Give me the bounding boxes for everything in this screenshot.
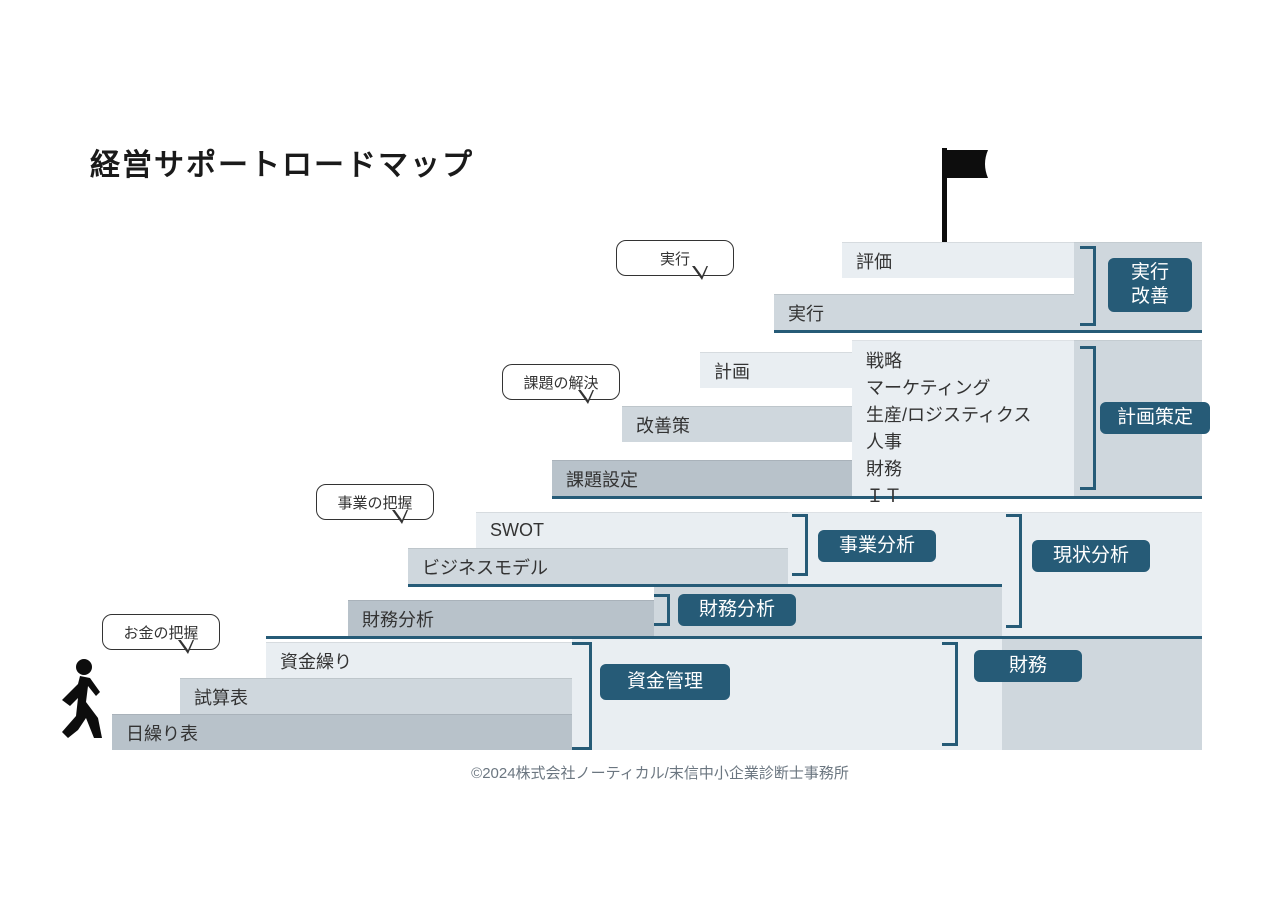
br-shikin (572, 642, 592, 750)
step-hikuri: 日繰り表 (112, 714, 572, 750)
plan-items: 戦略マーケティング生産/ロジスティクス人事財務ＩＴ (866, 348, 1031, 510)
step-shisan: 試算表 (180, 678, 572, 714)
plan-item: 生産/ロジスティクス (866, 402, 1031, 429)
badge-genjo: 現状分析 (1032, 540, 1150, 572)
br-zaimu-b (942, 642, 958, 746)
co-okane: お金の把握 (102, 614, 220, 650)
step-shikin: 資金繰り (266, 642, 572, 678)
plan-item: 人事 (866, 429, 1031, 456)
person-walking-icon (56, 658, 110, 740)
br-jigyo (792, 514, 808, 576)
co-jikko: 実行 (616, 240, 734, 276)
phase-e (1002, 512, 1202, 636)
step-jikko: 実行 (774, 294, 1074, 330)
step-bizmodel: ビジネスモデル (408, 548, 788, 584)
step-zaimu-a: 財務分析 (348, 600, 654, 636)
page-title: 経営サポートロードマップ (90, 140, 474, 184)
badge-zaimu-a: 財務分析 (678, 594, 796, 626)
co-jigyo: 事業の把握 (316, 484, 434, 520)
step-kadai: 課題設定 (552, 460, 852, 496)
plan-item: 戦略 (866, 348, 1031, 375)
co-jikko-tail-fill (694, 265, 707, 276)
flag-icon (938, 148, 990, 242)
br-genjo (1006, 514, 1022, 628)
step-kaizen: 改善策 (622, 406, 852, 442)
sep-4 (774, 330, 1202, 333)
step-swot: SWOT (476, 512, 788, 548)
co-okane-tail-fill (180, 639, 193, 650)
sep-1 (266, 636, 1202, 639)
badge-jigyo: 事業分析 (818, 530, 936, 562)
plan-item: 財務 (866, 456, 1031, 483)
step-keikaku: 計画 (700, 352, 852, 388)
copyright-footer: ©2024株式会社ノーティカル/末信中小企業診断士事務所 (430, 762, 890, 783)
co-kadai-tail-fill (580, 389, 593, 400)
plan-item: マーケティング (866, 375, 1031, 402)
step-hyoka: 評価 (842, 242, 1074, 278)
br-jikko (1080, 246, 1096, 326)
sep-2 (408, 584, 1002, 587)
badge-zaimu-b: 財務 (974, 650, 1082, 682)
badge-jikko: 実行 改善 (1108, 258, 1192, 312)
badge-shikin: 資金管理 (600, 664, 730, 700)
br-keikaku (1080, 346, 1096, 490)
badge-keikaku: 計画策定 (1100, 402, 1210, 434)
plan-item: ＩＴ (866, 483, 1031, 510)
br-zaimu-a (654, 594, 670, 626)
co-jigyo-tail-fill (394, 509, 407, 520)
co-kadai: 課題の解決 (502, 364, 620, 400)
